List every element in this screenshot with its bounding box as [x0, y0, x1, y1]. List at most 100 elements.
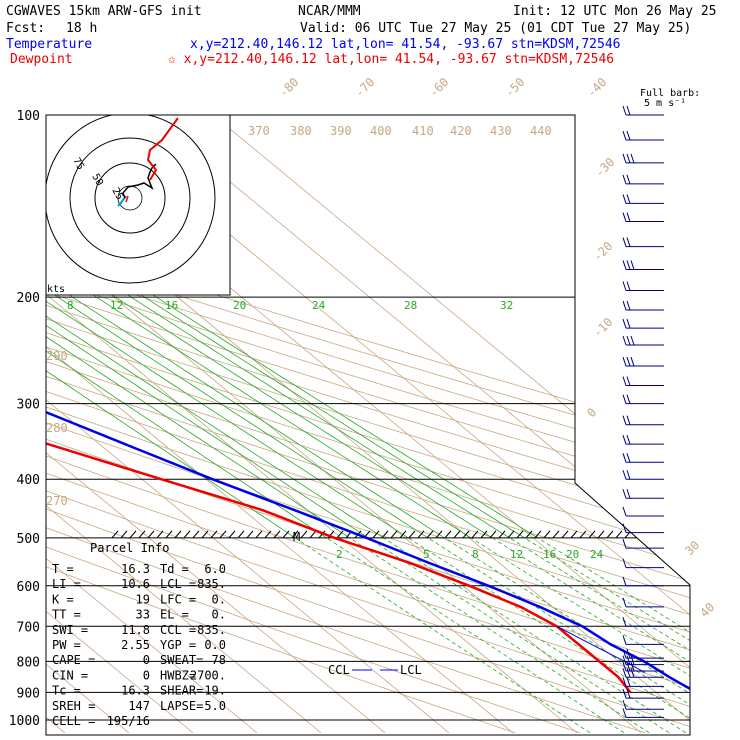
dry-adiabat [46, 127, 690, 734]
parcel-info-title: Parcel Info [90, 541, 169, 555]
dry-adiabat [46, 127, 690, 734]
dewpoint-legend: Dewpoint [10, 52, 73, 67]
parcel-info-cell: SWI = [52, 623, 88, 637]
barb-flag [626, 668, 631, 678]
wind-barb [622, 281, 664, 291]
barb-flag [626, 318, 631, 329]
pressure-tick-label: 900 [17, 686, 40, 701]
freezing-hatch [192, 530, 200, 539]
parcel-info-cell: SHEAR= [160, 684, 203, 698]
barb-flag [622, 635, 627, 645]
wind-barb [622, 539, 664, 549]
wind-barb [622, 153, 664, 164]
mixing-ratio-line [134, 283, 538, 539]
freezing-hatch [372, 530, 380, 539]
parcel-info-cell: 195/16 [107, 714, 150, 728]
mixing-ratio-line [46, 283, 429, 539]
parcel-info-cell: CAPE = [52, 653, 95, 667]
freezing-hatch [120, 530, 128, 539]
isotherm-label: -60 [426, 75, 451, 100]
freezing-hatch [183, 530, 191, 539]
isotherm-label: -10 [590, 315, 615, 340]
freezing-hatch [219, 530, 227, 539]
parcel-info-cell: SREH = [52, 699, 95, 713]
theta-label: 370 [248, 124, 270, 138]
barb-flag [622, 617, 627, 627]
parcel-info-cell: 147 [128, 699, 150, 713]
wind-barbs [622, 105, 664, 718]
temperature-legend: Temperature [6, 37, 92, 52]
dry-adiabat [46, 127, 690, 734]
freezing-hatch [237, 530, 245, 539]
dry-adiabat [46, 127, 690, 734]
theta-label: 440 [530, 124, 552, 138]
hodograph-ring-label: 75 [70, 156, 86, 172]
mixing-ratio-line [295, 537, 591, 734]
parcel-info-cell: 2700. [190, 668, 226, 682]
wind-barb [622, 506, 664, 517]
temperature-location: x,y=212.40,146.12 lat,lon= 41.54, -93.67… [190, 37, 620, 52]
barb-flag [626, 212, 631, 222]
freezing-hatch [291, 530, 299, 539]
parcel-info-cell: T = [52, 562, 74, 576]
theta-label: 430 [490, 124, 512, 138]
barb-flag [622, 668, 627, 678]
freezing-hatch [417, 530, 425, 539]
dry-adiabat [46, 127, 690, 734]
mixing-ratio-line [46, 283, 369, 539]
diagram-area [0, 102, 690, 734]
isotherm-label: -20 [590, 239, 615, 264]
mixing-ratio-line [326, 537, 625, 734]
parcel-info-cell: 19. [204, 684, 226, 698]
temperature-trace [46, 115, 690, 694]
wind-barb [622, 597, 664, 608]
wind-barb [622, 335, 664, 346]
wind-barb [622, 105, 664, 116]
isotherm [196, 115, 690, 734]
parcel-info-cell: K = [52, 592, 74, 606]
parcel-info-cell: SWEAT= [160, 653, 203, 667]
parcel-info-cell: 0 [143, 668, 150, 682]
theta-label: 420 [450, 124, 472, 138]
barb-flag [626, 435, 631, 445]
parcel-info-cell: LCL = [160, 577, 196, 591]
isotherm [0, 102, 1, 733]
barb-flag [622, 523, 627, 533]
barb-flag [622, 700, 627, 710]
parcel-info-cell: 19 [136, 592, 150, 606]
barb-flag [630, 655, 635, 665]
freezing-hatch [435, 530, 443, 539]
barb-flag [622, 539, 627, 549]
dry-adiabat [46, 127, 690, 734]
parcel-info-cell: LAPSE= [160, 699, 203, 713]
parcel-info-cell: Tc = [52, 684, 81, 698]
barb-flag [622, 174, 627, 185]
dry-adiabat [46, 127, 690, 734]
model-title: CGWAVES 15km ARW-GFS init [6, 4, 202, 19]
barb-flag [622, 237, 627, 247]
hodograph-low-segment [117, 195, 127, 207]
dry-adiabat [46, 127, 690, 734]
wind-barb [622, 174, 664, 185]
freezing-hatch [399, 530, 407, 539]
isotherm-label: 0 [584, 405, 599, 420]
dewpoint-location: ✩ x,y=212.40,146.12 lat,lon= 41.54, -93.… [168, 52, 614, 67]
wind-barb [622, 635, 664, 645]
pressure-tick-label: 300 [17, 398, 40, 413]
mixing-ratio-label: 12 [510, 548, 523, 561]
freezing-hatch [174, 530, 182, 539]
freezing-hatch [273, 530, 281, 539]
hodograph-frame [45, 114, 231, 296]
mixing-ratio-line [46, 283, 409, 539]
pressure-axis: 100 200 300 400 500 600 700 800 900 1000 [9, 109, 40, 729]
freezing-hatch [534, 530, 542, 539]
mixing-ratio-label: 28 [404, 299, 417, 312]
barb-flag [622, 281, 627, 291]
freezing-hatch [426, 530, 434, 539]
forecast-hour: 18 h [66, 21, 97, 36]
pressure-tick-label: 600 [17, 580, 40, 595]
barb-flag [622, 435, 627, 445]
mixing-ratio-line [46, 283, 351, 539]
mixing-ratio-line [46, 283, 296, 539]
theta-label: 270 [46, 494, 68, 508]
